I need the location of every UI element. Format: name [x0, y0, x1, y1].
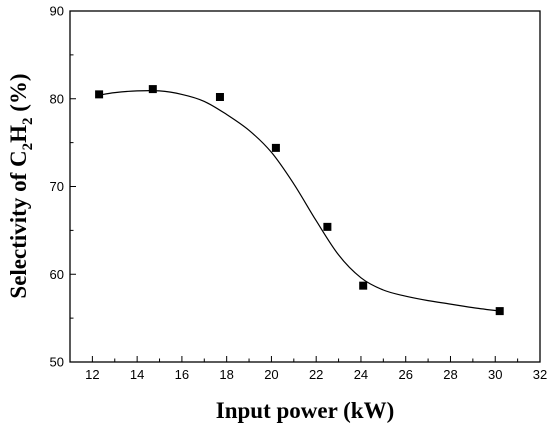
y-axis-title-sub1: 2: [20, 143, 36, 151]
x-tick-label: 32: [533, 367, 547, 382]
x-tick-label: 22: [309, 367, 323, 382]
data-point: [148, 85, 157, 94]
data-point: [95, 90, 104, 99]
data-point: [323, 222, 332, 231]
x-tick-label: 14: [130, 367, 144, 382]
plot-frame: [69, 10, 541, 363]
data-point: [495, 307, 504, 316]
y-tick-label: 60: [50, 267, 64, 282]
y-tick-label: 80: [50, 91, 64, 106]
x-tick-label: 26: [398, 367, 412, 382]
x-tick-label: 20: [264, 367, 278, 382]
data-point: [359, 281, 368, 290]
x-tick-label: 28: [443, 367, 457, 382]
y-axis-ticks: 50 60 70 80 90: [50, 4, 76, 370]
x-tick-label: 16: [175, 367, 189, 382]
data-points: [95, 85, 504, 316]
x-axis-ticks: 12 14 16 18 20 22 24 26 28 30 32: [69, 356, 547, 382]
fit-curve: [99, 89, 500, 312]
y-axis-title-prefix: Selectivity of C: [6, 150, 31, 298]
x-tick-label: 18: [219, 367, 233, 382]
x-tick-label: 30: [488, 367, 502, 382]
y-axis-title-suffix: (%): [6, 73, 31, 117]
data-point: [215, 92, 224, 101]
y-tick-label: 70: [50, 179, 64, 194]
x-tick-label: 24: [354, 367, 368, 382]
x-axis-title: Input power (kW): [216, 398, 395, 423]
x-tick-label: 12: [85, 367, 99, 382]
y-axis-title-mid: H: [6, 125, 31, 143]
y-axis-title-sub2: 2: [20, 118, 36, 126]
y-axis-title: Selectivity of C2H2 (%): [6, 73, 36, 298]
y-tick-label: 50: [50, 355, 64, 370]
y-tick-label: 90: [50, 4, 64, 19]
data-point: [271, 143, 280, 152]
